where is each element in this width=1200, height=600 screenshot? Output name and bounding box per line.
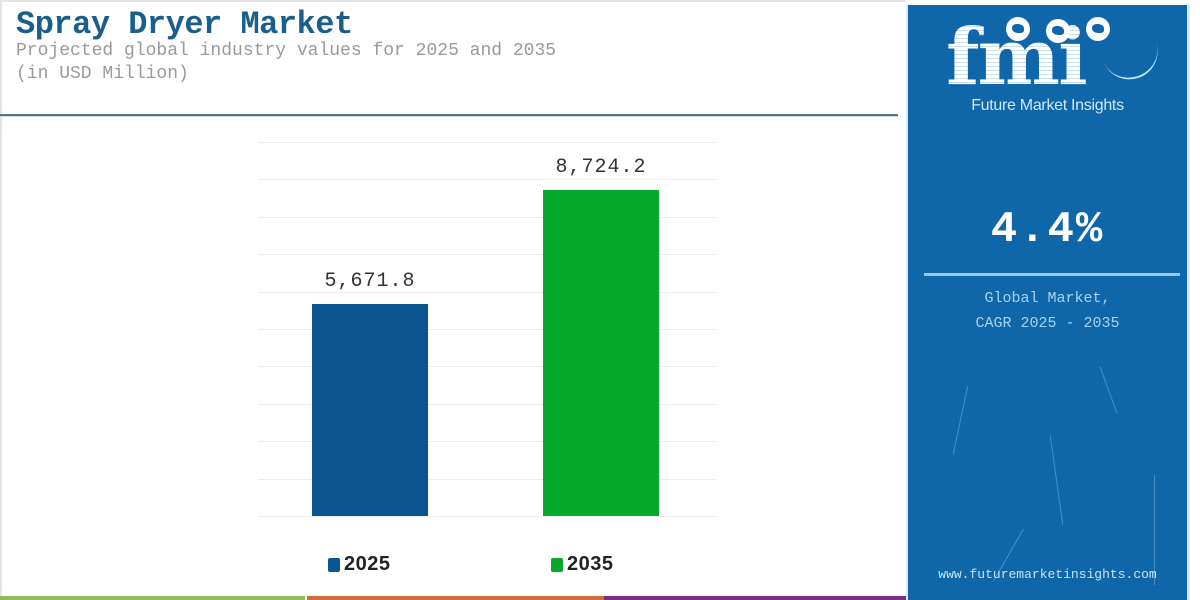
footer-stripe-purple: [604, 596, 906, 600]
cagr-caption-line1: Global Market,: [984, 290, 1111, 307]
legend-swatch-2035: [551, 557, 563, 572]
fmi-logo: fmi Future Market Insights: [908, 5, 1187, 115]
legend-label-2035: 2035: [567, 553, 614, 575]
bar-chart-plot: 5,671.8 8,724.2: [258, 142, 716, 517]
legend-swatch-2025: [328, 557, 340, 572]
gridline: [258, 179, 716, 181]
legend-label-2025: 2025: [344, 553, 391, 575]
globe-europe-icon: [1046, 19, 1070, 43]
legend-item-2025: 2025: [328, 553, 391, 576]
logo-swoosh: [1099, 31, 1165, 87]
gridline: [258, 216, 716, 218]
gridline: [258, 441, 716, 443]
cagr-divider: [924, 273, 1180, 276]
gridline: [258, 366, 716, 368]
cagr-caption-line2: CAGR 2025 - 2035: [975, 315, 1120, 332]
gridline: [258, 291, 716, 293]
bar-2025: [312, 303, 428, 516]
logo-subtitle: Future Market Insights: [971, 97, 1124, 114]
legend-item-2035: 2035: [551, 553, 614, 576]
bar-value-label-2025: 5,671.8: [324, 269, 416, 293]
globe-americas-icon: [1006, 17, 1030, 41]
gridline: [258, 516, 716, 517]
page-title: Spray Dryer Market: [16, 6, 353, 43]
chart-area: [0, 0, 906, 600]
footer-stripe-orange: [307, 596, 604, 600]
header-divider: [0, 114, 898, 117]
gridline: [258, 329, 716, 330]
footer-stripe-green: [0, 596, 305, 600]
website-link[interactable]: www.futuremarketinsights.com: [938, 567, 1157, 582]
subtitle: Projected global industry values for 202…: [16, 41, 557, 61]
cagr-side-panel: fmi Future Market Insights 4.4% Global M…: [906, 5, 1190, 600]
bar-2035: [543, 189, 659, 516]
globe-asia-icon: [1086, 17, 1110, 41]
gridline: [258, 478, 716, 480]
gridline: [258, 403, 716, 405]
units-label: (in USD Million): [16, 64, 189, 84]
bar-value-label-2035: 8,724.2: [555, 155, 647, 179]
gridline: [258, 142, 716, 143]
cagr-value: 4.4%: [990, 205, 1105, 255]
gridline: [258, 254, 716, 256]
